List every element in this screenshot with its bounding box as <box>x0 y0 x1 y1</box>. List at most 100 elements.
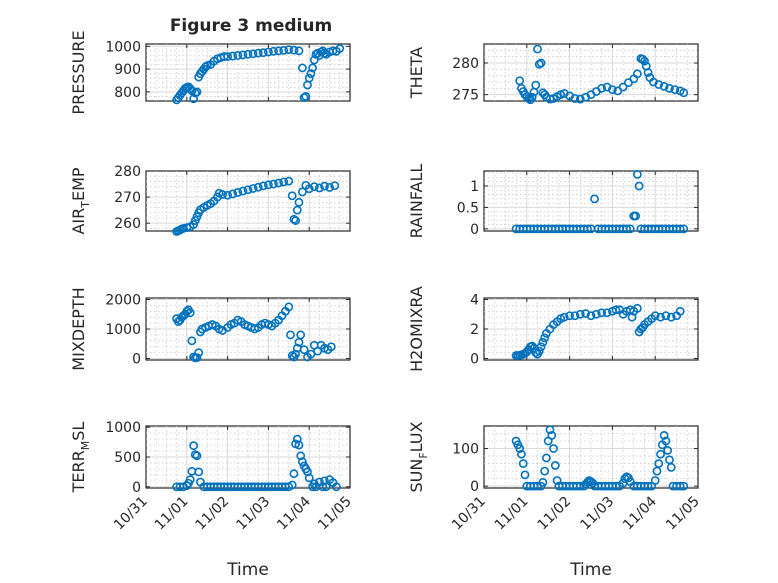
x-tick-label: 10/31 <box>111 494 151 534</box>
data-point <box>661 436 671 446</box>
data-point <box>517 449 526 459</box>
data-point <box>335 44 345 53</box>
data-point <box>294 46 304 56</box>
data-point <box>308 482 317 492</box>
data-point <box>286 330 295 340</box>
data-point <box>661 311 671 321</box>
data-point <box>675 306 685 316</box>
subplot-h2omixra: 0 2 4 H2OMIXRA <box>407 286 699 372</box>
x-tick-label: 11/01 <box>152 494 192 534</box>
data-point <box>570 311 580 321</box>
data-point <box>243 185 253 195</box>
data-point <box>182 223 192 233</box>
data-point <box>192 87 202 97</box>
data-point <box>675 224 685 234</box>
subplot-mixdepth: 0 1000 2000 MIXDEPTH <box>69 287 351 371</box>
data-point <box>583 224 592 234</box>
data-point <box>625 224 635 234</box>
data-point <box>296 330 306 340</box>
y-tick-label: 260 <box>114 216 141 232</box>
data-point <box>218 190 227 199</box>
data-point <box>602 308 612 318</box>
data-point <box>611 305 621 315</box>
data-point <box>309 182 319 192</box>
data-point <box>643 481 653 491</box>
data-point <box>547 430 557 440</box>
data-point <box>533 44 542 54</box>
data-point <box>654 459 664 468</box>
data-point <box>294 440 304 450</box>
y-tick-label: 280 <box>452 56 479 72</box>
data-point <box>320 476 329 486</box>
y-tick-label: 0 <box>470 222 479 238</box>
data-point <box>622 224 632 234</box>
x-tick-label: 11/05 <box>315 494 355 534</box>
y-axis-label: TERRMSL <box>69 422 92 494</box>
data-point <box>518 459 528 468</box>
data-point <box>292 434 302 444</box>
data-point <box>520 470 530 480</box>
data-point <box>326 342 336 352</box>
data-point <box>233 51 243 60</box>
data-point <box>289 214 299 224</box>
data-point <box>284 482 294 492</box>
data-point <box>647 481 657 491</box>
data-point <box>297 63 307 73</box>
data-point <box>192 451 202 461</box>
data-point <box>663 446 673 455</box>
data-point <box>659 82 669 91</box>
y-tick-label: 1 <box>470 179 479 195</box>
data-point <box>666 312 676 322</box>
data-point <box>536 481 546 491</box>
data-point <box>575 481 585 491</box>
data-point <box>675 481 685 491</box>
data-point <box>615 481 624 491</box>
data-point <box>223 52 232 61</box>
x-axis-label: Time <box>226 560 269 580</box>
subplot-sun: 0 100 10/31 11/01 11/02 11/03 11/04 11/05 SUNFLU… <box>407 421 703 580</box>
data-point <box>284 176 294 186</box>
data-point <box>243 49 253 59</box>
data-point <box>534 59 544 69</box>
x-axis-label: Time <box>569 560 612 580</box>
data-point <box>330 181 340 191</box>
y-tick-label: 280 <box>114 164 141 180</box>
data-point <box>304 184 314 194</box>
data-point <box>291 349 300 359</box>
data-point <box>552 476 562 485</box>
data-point <box>192 353 202 363</box>
data-point <box>590 194 599 204</box>
data-point <box>320 181 329 191</box>
data-point <box>559 312 569 322</box>
data-point <box>575 309 585 319</box>
data-point <box>618 82 628 92</box>
data-point <box>258 181 268 191</box>
data-point <box>304 473 314 483</box>
y-tick-label: 0 <box>470 479 479 495</box>
data-point <box>274 46 283 56</box>
subplot-rainfall: 0 0.5 1 RAINFALL <box>407 164 699 238</box>
data-point <box>175 482 185 492</box>
data-point <box>279 45 289 55</box>
y-tick-label: 0 <box>470 352 479 368</box>
data-point <box>634 181 644 191</box>
data-point <box>223 190 232 200</box>
data-point <box>542 453 551 463</box>
data-point <box>303 467 312 477</box>
y-tick-label: 100 <box>452 442 479 458</box>
y-axis-label: SUNFLUX <box>407 421 430 492</box>
y-tick-label: 1000 <box>105 420 141 436</box>
axes-background <box>145 170 351 232</box>
data-point <box>538 337 548 347</box>
y-tick-label: 270 <box>114 190 141 206</box>
data-point <box>632 170 642 179</box>
data-point <box>579 481 589 491</box>
data-point <box>531 80 541 90</box>
data-point <box>536 342 546 352</box>
data-point <box>631 211 640 221</box>
data-point <box>597 83 607 93</box>
data-point <box>656 312 665 322</box>
data-point <box>540 333 550 343</box>
data-point <box>575 94 585 104</box>
data-point <box>304 73 314 83</box>
